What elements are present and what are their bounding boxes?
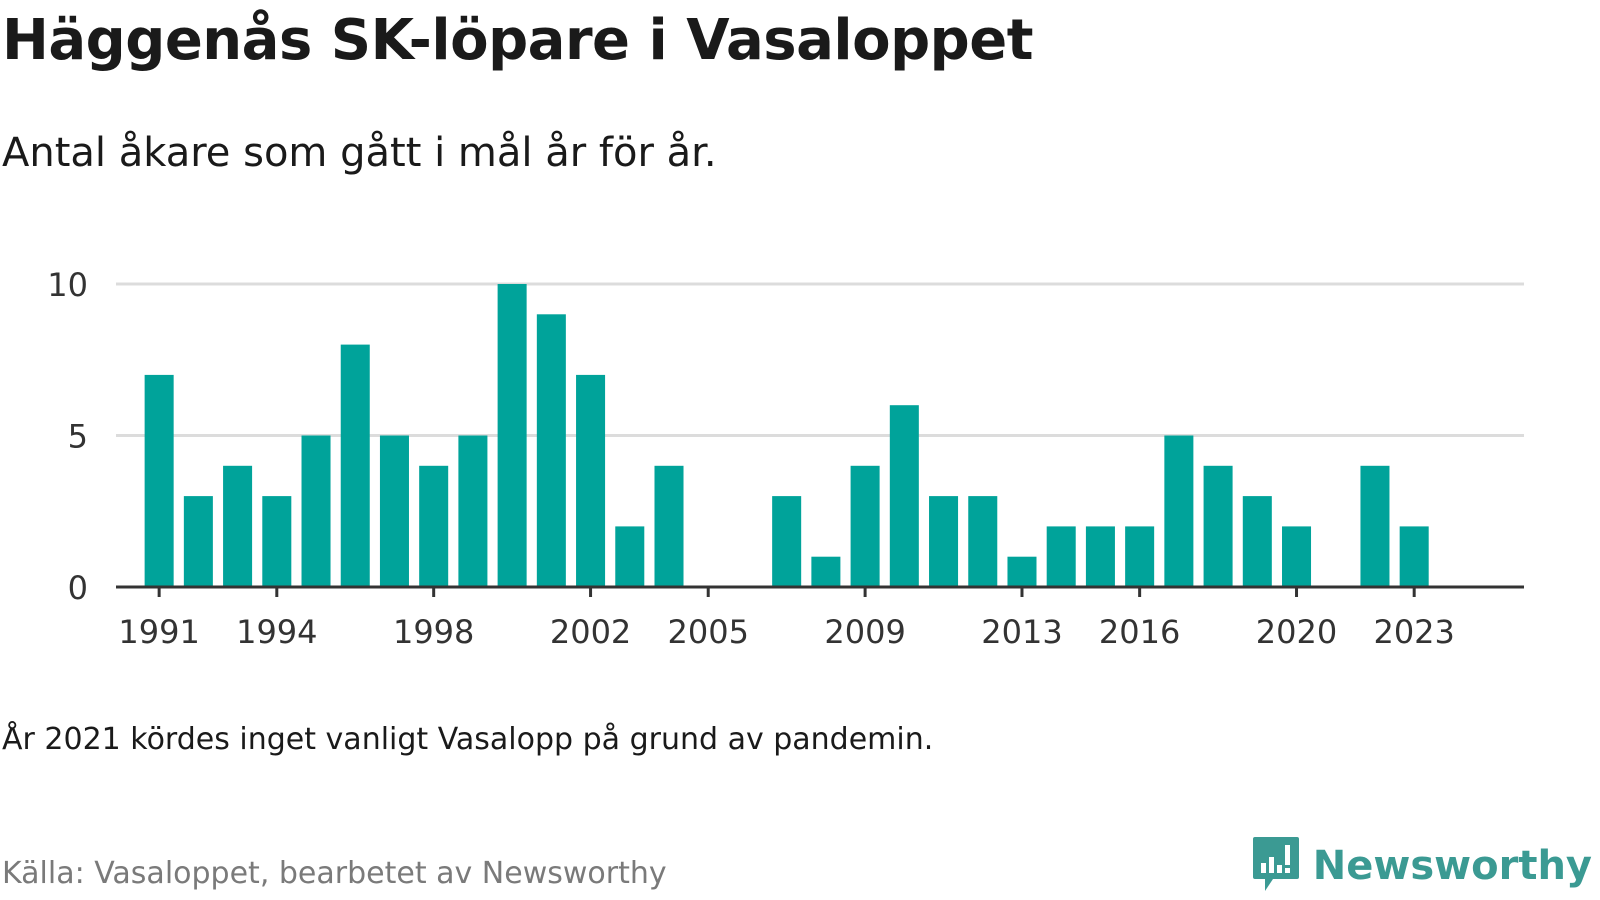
bar bbox=[772, 496, 802, 587]
bar bbox=[850, 465, 880, 587]
y-tick-label: 0 bbox=[68, 569, 88, 607]
bar bbox=[144, 374, 174, 587]
chart-subtitle: Antal åkare som gått i mål år för år. bbox=[2, 130, 717, 176]
bar bbox=[654, 465, 684, 587]
bar bbox=[458, 435, 488, 587]
bar bbox=[1399, 526, 1429, 587]
bar bbox=[1360, 465, 1390, 587]
brand-name: Newsworthy bbox=[1312, 843, 1592, 889]
x-tick-label: 1991 bbox=[118, 613, 199, 651]
newsworthy-logo: Newsworthy bbox=[1251, 836, 1592, 896]
x-tick-label: 2002 bbox=[550, 613, 631, 651]
y-tick-label: 5 bbox=[68, 418, 88, 456]
bar bbox=[536, 314, 566, 587]
bar bbox=[1125, 526, 1155, 587]
x-tick-label: 1994 bbox=[236, 613, 317, 651]
bar bbox=[1164, 435, 1194, 587]
source-text: Källa: Vasaloppet, bearbetet av Newswort… bbox=[2, 856, 667, 891]
chart-note: År 2021 kördes inget vanligt Vasalopp på… bbox=[2, 722, 934, 757]
bar bbox=[301, 435, 331, 587]
y-tick-label: 10 bbox=[47, 266, 88, 304]
bar bbox=[1203, 465, 1233, 587]
bar bbox=[183, 496, 213, 587]
bar bbox=[1282, 526, 1312, 587]
x-tick-label: 2005 bbox=[668, 613, 749, 651]
bar bbox=[497, 284, 527, 587]
bar bbox=[1046, 526, 1076, 587]
bar bbox=[262, 496, 292, 587]
bar bbox=[1242, 496, 1272, 587]
chart-title: Häggenås SK-löpare i Vasaloppet bbox=[2, 8, 1034, 73]
bar bbox=[615, 526, 645, 587]
bar bbox=[340, 344, 370, 587]
bar bbox=[379, 435, 409, 587]
bar-chart-speech-bubble-icon bbox=[1251, 835, 1301, 897]
bar bbox=[929, 496, 959, 587]
bar bbox=[1085, 526, 1115, 587]
x-tick-label: 2013 bbox=[981, 613, 1062, 651]
x-tick-label: 2016 bbox=[1099, 613, 1180, 651]
bar bbox=[576, 374, 606, 587]
x-tick-label: 2023 bbox=[1373, 613, 1454, 651]
x-tick-label: 1998 bbox=[393, 613, 474, 651]
x-tick-label: 2009 bbox=[824, 613, 905, 651]
bar bbox=[419, 465, 449, 587]
bar bbox=[1007, 556, 1037, 587]
bar bbox=[968, 496, 998, 587]
bar bbox=[889, 405, 919, 587]
x-tick-label: 2020 bbox=[1256, 613, 1337, 651]
bar bbox=[223, 465, 253, 587]
bar bbox=[811, 556, 841, 587]
bar-chart: 0 5 10 1991 1994 1998 2002 2005 2009 2013 2016 2020… bbox=[47, 266, 1524, 651]
